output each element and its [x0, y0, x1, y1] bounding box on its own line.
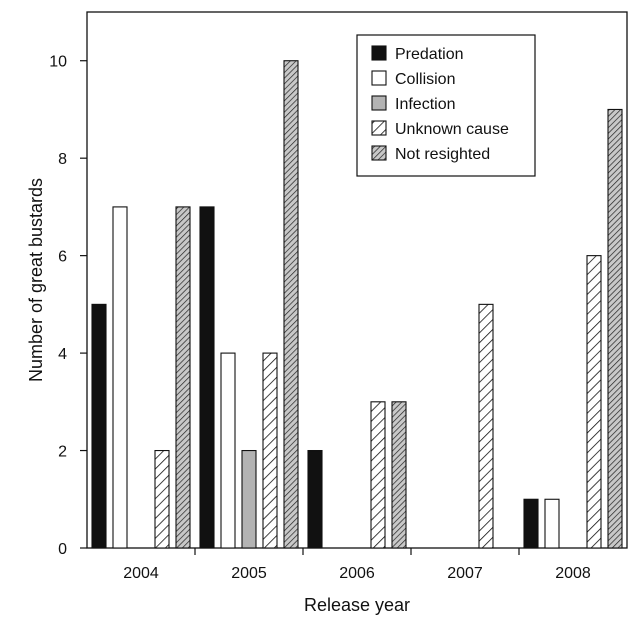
bar-not-resighted [391, 401, 407, 549]
legend-swatch [371, 45, 387, 61]
bar-predation [523, 498, 539, 549]
legend-box [356, 34, 536, 177]
x-tick-label: 2005 [231, 565, 267, 582]
bar-not-resighted [283, 60, 299, 549]
y-tick-label: 4 [58, 346, 67, 363]
bar-not-resighted [607, 108, 623, 549]
x-tick-label: 2007 [447, 565, 483, 582]
x-tick-label: 2006 [339, 565, 375, 582]
x-tick-label: 2004 [123, 565, 159, 582]
y-tick-label: 6 [58, 249, 67, 266]
y-tick-label: 2 [58, 444, 67, 461]
y-axis-ticks: 0 2 4 6 8 10 [49, 54, 87, 558]
x-tick-label: 2008 [555, 565, 591, 582]
bars-group [91, 60, 623, 549]
x-axis-title: Release year [304, 595, 410, 615]
y-tick-label: 8 [58, 151, 67, 168]
legend-label: Collision [395, 71, 455, 88]
legend-swatch [371, 95, 387, 111]
legend-swatch [371, 145, 387, 161]
bar-not-resighted [175, 206, 191, 549]
bar-predation [91, 303, 107, 549]
bar-predation [307, 449, 323, 549]
x-axis-ticks: 2004 2005 2006 2007 2008 [123, 548, 591, 582]
y-tick-label: 10 [49, 54, 67, 71]
bar-predation [199, 206, 215, 549]
legend-swatch [371, 120, 387, 136]
legend: Predation Collision Infection Unknown cause… [356, 34, 536, 177]
bar-unknown-cause [154, 449, 170, 549]
legend-label: Unknown cause [395, 121, 509, 138]
bar-unknown-cause [586, 255, 602, 549]
legend-label: Not resighted [395, 146, 490, 163]
y-axis-title: Number of great bustards [26, 178, 46, 382]
bar-unknown-cause [478, 303, 494, 549]
bar-collision [220, 352, 236, 549]
y-tick-label: 0 [58, 541, 67, 558]
bar-unknown-cause [370, 401, 386, 549]
legend-swatch [371, 70, 387, 86]
bar-infection [241, 449, 257, 549]
legend-label: Predation [395, 46, 464, 63]
bar-collision [112, 206, 128, 549]
plot-frame [86, 11, 628, 549]
bar-collision [544, 498, 560, 549]
legend-label: Infection [395, 96, 455, 113]
bar-unknown-cause [262, 352, 278, 549]
